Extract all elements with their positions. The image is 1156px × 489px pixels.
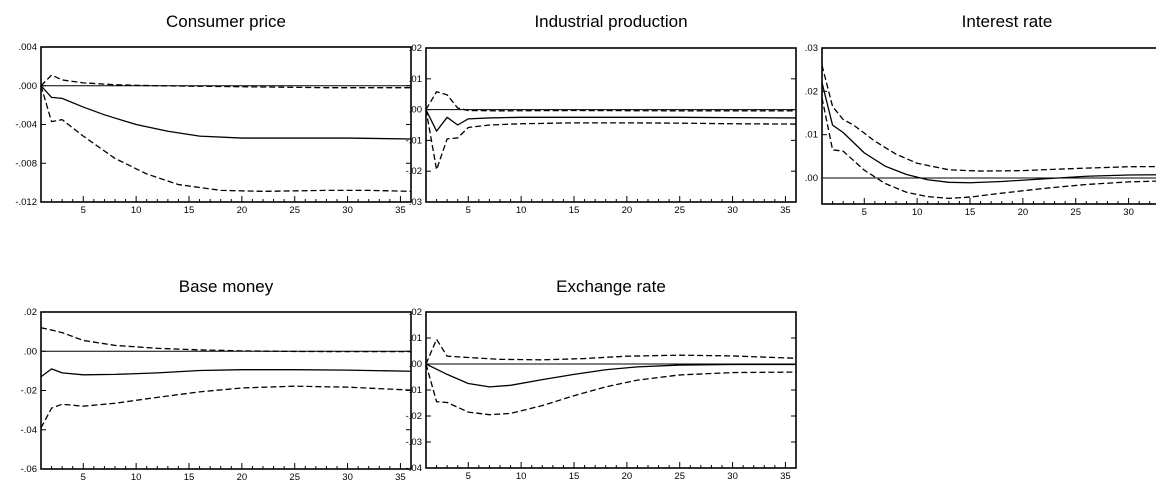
y-tick-label: -.01	[406, 385, 422, 396]
x-tick-label: 20	[1018, 207, 1029, 218]
x-tick-label: 10	[131, 472, 142, 483]
y-tick-label: -.03	[406, 197, 422, 208]
y-tick-label: .000	[19, 81, 38, 92]
chart-panel-3: Interest rate .03 .02 .01 .00 5 10 15 20 25 30 35	[772, 0, 1156, 218]
y-tick-label: .03	[805, 43, 818, 54]
y-tick-label: -.02	[406, 166, 422, 177]
plot-frame	[40, 311, 412, 470]
x-tick-label: 10	[912, 207, 923, 218]
x-tick-label: 15	[569, 471, 580, 482]
x-tick-label: 5	[81, 472, 86, 483]
chart-svg: Interest rate.03.02.01.005101520253035	[805, 12, 1156, 218]
chart-title: Consumer price	[166, 12, 286, 31]
x-tick-label: 15	[184, 205, 195, 216]
y-tick-label: .01	[409, 74, 422, 85]
x-tick-label: 10	[516, 471, 527, 482]
chart-title: Exchange rate	[556, 277, 666, 296]
x-tick-label: 20	[237, 205, 248, 216]
x-tick-label: 5	[862, 207, 867, 218]
y-tick-label: .00	[805, 173, 818, 184]
confidence-band-line	[425, 338, 797, 365]
x-tick-label: 20	[622, 205, 633, 216]
y-tick-label: -.008	[15, 158, 37, 169]
chart-title: Interest rate	[962, 12, 1053, 31]
x-tick-label: 30	[342, 472, 353, 483]
confidence-band-line	[821, 97, 1156, 200]
x-tick-label: 30	[342, 205, 353, 216]
x-tick-label: 15	[184, 472, 195, 483]
x-tick-label: 35	[780, 205, 791, 216]
chart-svg: Exchange rate .02 .01 .00 -.01 -.02 -.03 -.04 5 1…	[406, 277, 797, 482]
x-tick-label: 25	[289, 205, 300, 216]
x-tick-label: 35	[395, 205, 406, 216]
y-tick-label: -.04	[21, 425, 37, 436]
confidence-band-line	[821, 65, 1156, 172]
x-tick-label: 5	[81, 205, 86, 216]
confidence-band-line	[40, 385, 412, 429]
plot-frame	[425, 311, 797, 469]
plot-frame	[425, 47, 797, 203]
plot-frame	[40, 46, 412, 203]
y-tick-label: .02	[805, 86, 818, 97]
x-tick-label: 35	[780, 471, 791, 482]
chart-svg: Consumer price .004 .000 -.004 -.008 -.012 5 10…	[15, 12, 412, 216]
plot-frame	[821, 47, 1156, 205]
x-tick-label: 15	[569, 205, 580, 216]
y-tick-label: .00	[409, 105, 422, 116]
x-tick-label: 10	[131, 205, 142, 216]
x-tick-label: 30	[727, 471, 738, 482]
chart-title: Industrial production	[534, 12, 687, 31]
y-tick-label: -.004	[15, 120, 37, 131]
x-tick-label: 25	[674, 471, 685, 482]
y-tick-label: -.012	[15, 197, 37, 208]
confidence-band-line	[40, 74, 411, 89]
x-tick-label: 10	[516, 205, 527, 216]
x-tick-label: 5	[466, 205, 471, 216]
confidence-band-line	[425, 109, 797, 171]
y-tick-label: -.03	[406, 437, 422, 448]
confidence-band-line	[425, 91, 796, 112]
x-tick-label: 5	[466, 471, 471, 482]
chart-svg: Base money .02 .00 -.02 -.04 -.06 5 10 15 20 25 30 3…	[21, 277, 412, 483]
y-tick-label: .004	[19, 42, 38, 53]
x-tick-label: 30	[727, 205, 738, 216]
x-tick-label: 25	[674, 205, 685, 216]
confidence-band-line	[40, 85, 412, 192]
x-tick-label: 15	[965, 207, 976, 218]
chart-panel-1: Consumer price .004 .000 -.004 -.008 -.012 5 10…	[0, 0, 412, 216]
y-tick-label: -.02	[406, 411, 422, 422]
y-tick-label: .01	[805, 130, 818, 141]
impulse-response-line	[425, 109, 797, 132]
y-tick-label: .02	[24, 307, 37, 318]
x-tick-label: 25	[1070, 207, 1081, 218]
chart-panel-4: Base money .02 .00 -.02 -.04 -.06 5 10 15 20 25 30 3…	[0, 265, 412, 483]
y-tick-label: .01	[409, 333, 422, 344]
x-tick-label: 30	[1123, 207, 1134, 218]
y-tick-label: -.04	[406, 463, 422, 474]
impulse-response-line	[821, 82, 1156, 184]
x-tick-label: 20	[622, 471, 633, 482]
x-tick-label: 20	[237, 472, 248, 483]
y-tick-label: .02	[409, 43, 422, 54]
x-tick-label: 25	[289, 472, 300, 483]
y-tick-label: .02	[409, 307, 422, 318]
chart-title: Base money	[179, 277, 274, 296]
y-tick-label: -.01	[406, 135, 422, 146]
impulse-response-line	[40, 368, 412, 378]
y-tick-label: -.06	[21, 464, 37, 475]
x-tick-label: 35	[395, 472, 406, 483]
y-tick-label: .00	[409, 359, 422, 370]
confidence-band-line	[425, 363, 797, 416]
impulse-response-line	[40, 85, 412, 140]
chart-panel-2: Industrial production .02 .01 .00 -.01 -.02 -.…	[386, 0, 797, 216]
impulse-response-line	[425, 363, 796, 388]
chart-panel-5: Exchange rate .02 .01 .00 -.01 -.02 -.03 -.04 5 1…	[386, 265, 797, 482]
confidence-band-line	[40, 327, 411, 353]
y-tick-label: -.02	[21, 386, 37, 397]
y-tick-label: .00	[24, 346, 37, 357]
chart-svg: Industrial production .02 .01 .00 -.01 -.02 -.…	[406, 12, 797, 216]
